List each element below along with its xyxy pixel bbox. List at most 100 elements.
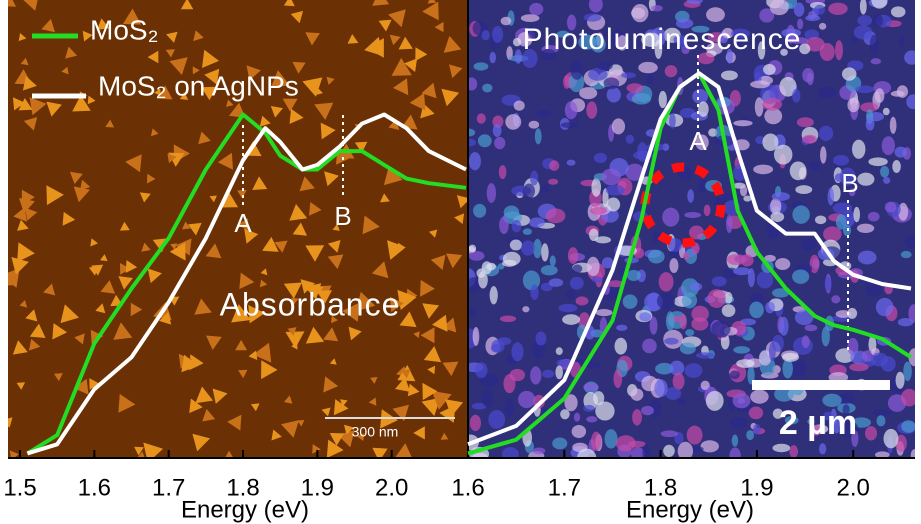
pl-pixel: [749, 301, 764, 319]
particle: [62, 211, 76, 226]
pl-pixel: [679, 314, 687, 330]
pl-pixel: [750, 389, 769, 404]
pl-pixel: [700, 380, 710, 391]
pl-pixel: [658, 90, 667, 109]
pl-pixel: [889, 116, 897, 134]
pl-pixel: [481, 29, 490, 41]
x-tick-label: 1.9: [740, 474, 773, 501]
pl-pixel: [824, 276, 832, 292]
particle: [65, 46, 78, 59]
pl-pixel: [908, 304, 915, 323]
pl-pixel: [743, 195, 752, 202]
particle: [96, 18, 110, 30]
particle: [246, 65, 261, 81]
pl-pixel: [641, 32, 661, 47]
pl-pixel: [518, 390, 536, 409]
x-tick-label: 1.6: [451, 474, 484, 501]
pl-pixel: [566, 159, 576, 166]
particle: [415, 47, 428, 61]
particle: [29, 97, 47, 116]
pl-pixel: [622, 294, 638, 309]
particle: [134, 446, 144, 456]
pl-pixel: [762, 133, 779, 152]
annotation: A: [234, 208, 252, 238]
pl-pixel: [707, 289, 726, 309]
pl-pixel: [731, 28, 750, 39]
particle: [198, 131, 211, 145]
pl-pixel: [541, 243, 549, 262]
pl-pixel: [851, 430, 859, 447]
particle: [217, 152, 233, 170]
particle: [420, 327, 435, 344]
particle: [342, 302, 360, 322]
pl-pixel: [689, 225, 704, 240]
pl-pixel: [541, 183, 550, 194]
pl-pixel: [897, 318, 914, 327]
pl-pixel: [583, 404, 595, 412]
particle: [137, 451, 146, 458]
pl-pixel: [552, 437, 568, 450]
particle: [118, 276, 133, 290]
pl-pixel: [835, 214, 847, 230]
pl-pixel: [687, 189, 695, 203]
particle: [270, 106, 283, 118]
pl-pixel: [630, 388, 644, 401]
pl-pixel: [765, 301, 775, 314]
pl-pixel: [747, 366, 755, 385]
pl-pixel: [468, 250, 485, 261]
pl-pixel: [478, 271, 488, 289]
particle: [393, 78, 409, 96]
pl-pixel: [817, 86, 836, 99]
particle: [100, 280, 116, 294]
pl-pixel: [476, 113, 486, 124]
pl-pixel: [731, 434, 739, 447]
pl-pixel: [793, 2, 805, 17]
particle: [147, 50, 159, 64]
pl-pixel: [676, 398, 687, 405]
particle: [287, 327, 297, 336]
pl-pixel: [801, 335, 810, 349]
pl-pixel: [651, 5, 663, 12]
pl-pixel: [520, 14, 540, 23]
pl-pixel: [533, 238, 542, 259]
particle: [407, 383, 420, 397]
pl-pixel: [818, 125, 834, 141]
pl-pixel: [646, 74, 655, 85]
pl-pixel: [469, 306, 477, 318]
pl-pixel: [642, 444, 651, 458]
particle: [170, 243, 178, 250]
pl-pixel: [473, 62, 489, 71]
particle: [182, 221, 191, 230]
pl-pixel: [626, 269, 641, 281]
pl-pixel: [781, 28, 802, 38]
pl-pixel: [828, 2, 848, 15]
pl-pixel: [769, 0, 789, 16]
particle: [17, 242, 35, 263]
pl-pixel: [882, 176, 891, 184]
particle: [189, 398, 203, 414]
particle: [52, 323, 68, 340]
pl-pixel: [494, 136, 506, 150]
particle: [383, 166, 403, 186]
pl-pixel: [563, 75, 571, 89]
pl-pixel: [611, 118, 626, 135]
particle: [317, 290, 332, 304]
pl-pixel: [499, 315, 517, 323]
pl-pixel: [586, 256, 600, 277]
pl-pixel: [530, 170, 539, 186]
pl-pixel: [698, 101, 709, 117]
particle: [202, 409, 216, 422]
particle: [19, 300, 28, 308]
particle: [118, 393, 136, 413]
pl-pixel: [595, 309, 613, 317]
pl-pixel: [892, 159, 901, 174]
pl-pixel: [532, 447, 546, 455]
pl-pixel: [792, 205, 810, 224]
pl-pixel: [881, 136, 895, 156]
pl-pixel: [601, 168, 621, 186]
pl-pixel: [499, 216, 509, 235]
particle: [80, 179, 91, 191]
pl-pixel: [856, 223, 875, 233]
pl-pixel: [684, 211, 702, 219]
pl-pixel: [901, 420, 915, 433]
